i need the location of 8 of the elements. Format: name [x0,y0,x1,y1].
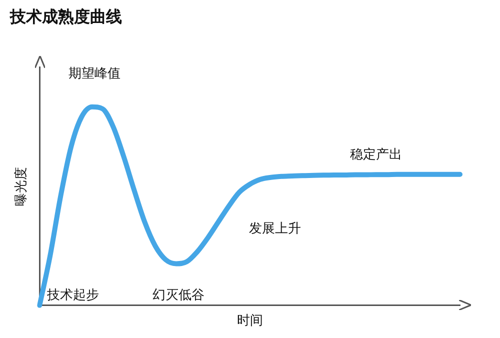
y-axis-title: 曝光度 [13,166,30,206]
annotation: 稳定产出 [350,148,402,163]
x-axis-title: 时间 [236,314,263,329]
annotation: 技术起步 [46,288,100,304]
annotation: 发展上升 [249,222,302,237]
chart-title: 技术成熟度曲线 [9,6,122,26]
annotation: 幻灭低谷 [152,288,204,304]
text: 期望峰值 [68,66,120,82]
